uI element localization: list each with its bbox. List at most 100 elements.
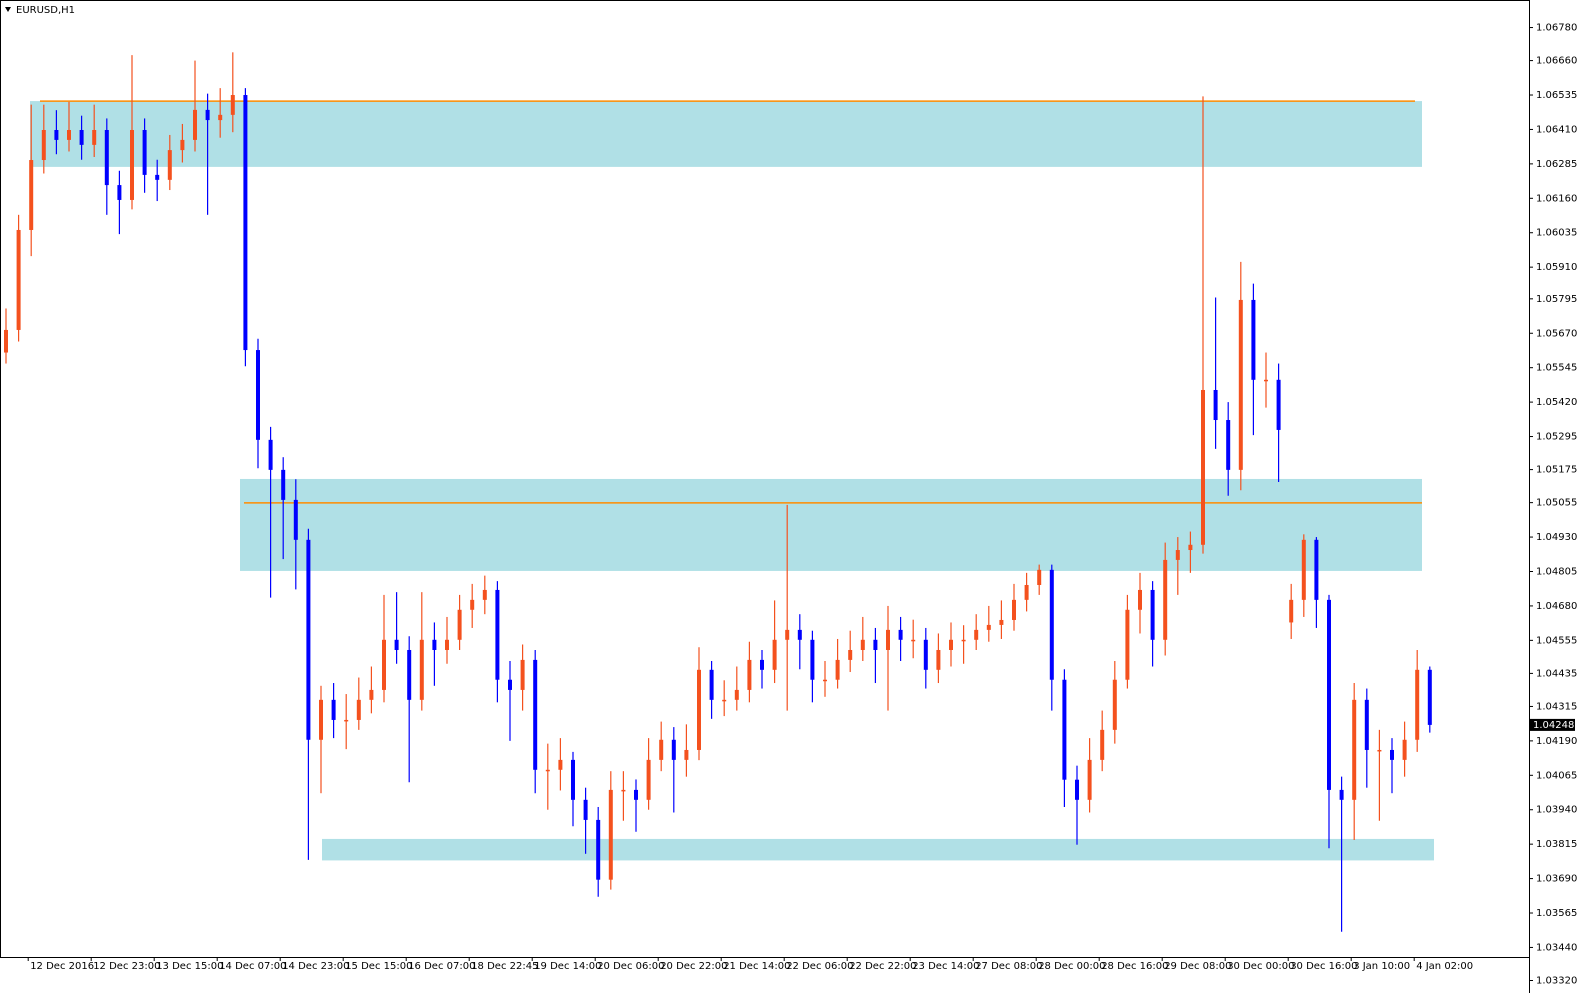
- candle-body: [1289, 599, 1294, 623]
- candle-body: [772, 639, 777, 670]
- x-tick-label: 13 Dec 15:00: [156, 961, 223, 972]
- x-tick-label: 14 Dec 23:00: [282, 961, 349, 972]
- y-tick-label: 1.06660: [1536, 56, 1577, 67]
- candle-body: [1402, 739, 1407, 760]
- candle-body: [697, 669, 701, 750]
- candle-body: [1062, 679, 1067, 780]
- candle-body: [571, 759, 575, 800]
- candle-body: [1327, 599, 1331, 790]
- x-tick-label: 22 Dec 22:00: [849, 961, 916, 972]
- zone: [240, 478, 1422, 571]
- candle-body: [785, 629, 790, 640]
- candle-body: [1238, 299, 1243, 470]
- candle-body: [1049, 569, 1054, 680]
- candle-body: [1314, 539, 1319, 600]
- candle-body: [533, 659, 538, 770]
- x-tick-label: 30 Dec 16:00: [1290, 961, 1357, 972]
- candle-body: [1150, 589, 1155, 640]
- candle-body: [1163, 559, 1168, 640]
- candle-body: [634, 789, 638, 800]
- candle-body: [54, 129, 59, 140]
- candle-body: [1427, 669, 1432, 725]
- y-tick-label: 1.04555: [1536, 635, 1577, 646]
- candle-body: [41, 129, 46, 161]
- candle-body: [1301, 539, 1306, 600]
- candle-body: [986, 624, 991, 630]
- x-tick-label: 12 Dec 23:00: [93, 961, 160, 972]
- y-tick-label: 1.05670: [1536, 328, 1577, 339]
- x-tick-label: 4 Jan 02:00: [1416, 961, 1473, 972]
- candle-body: [1100, 729, 1105, 760]
- axes: 1.06780 1.06660 1.06535 1.06410 1.06285 1.061…: [27, 0, 1577, 993]
- x-axis-strip: [0, 957, 1594, 993]
- y-tick-label: 1.03940: [1536, 805, 1577, 816]
- candle-body: [671, 739, 676, 760]
- x-tick-label: 16 Dec 07:00: [408, 961, 475, 972]
- candle-body: [319, 699, 323, 740]
- candle-body: [545, 769, 550, 772]
- candle-body: [419, 639, 424, 700]
- candle-body: [722, 699, 727, 702]
- candle-body: [1012, 599, 1016, 620]
- plot-area: [4, 52, 1434, 932]
- candle-body: [92, 129, 97, 145]
- menu-triangle[interactable]: [5, 7, 11, 12]
- candle-body: [394, 639, 399, 650]
- candle-body: [130, 129, 134, 200]
- candle-body: [999, 619, 1004, 625]
- candle-body: [1415, 669, 1420, 740]
- candle-body: [1201, 389, 1205, 545]
- candle-body: [898, 629, 903, 640]
- candle-body: [293, 499, 298, 540]
- candle-body: [1226, 420, 1231, 470]
- x-tick-label: 20 Dec 06:00: [597, 961, 664, 972]
- y-tick-label: 1.03690: [1536, 874, 1577, 885]
- candle-body: [155, 174, 160, 180]
- candle-body: [1188, 544, 1193, 551]
- candle-body: [734, 689, 739, 700]
- y-tick-label: 1.04315: [1536, 701, 1577, 712]
- y-tick-label: 1.05175: [1536, 465, 1577, 476]
- x-tick-label: 23 Dec 14:00: [912, 961, 979, 972]
- candle-body: [1125, 609, 1130, 680]
- candle-body: [520, 659, 525, 690]
- candle-body: [835, 659, 840, 680]
- candle-body: [709, 669, 714, 700]
- chart-title: EURUSD,H1: [16, 5, 75, 16]
- candle-body: [104, 129, 109, 186]
- candle-body: [445, 639, 449, 650]
- candle-body: [344, 719, 349, 722]
- y-tick-label: 1.05420: [1536, 397, 1577, 408]
- candle-body: [495, 589, 500, 680]
- candle-body: [4, 329, 8, 353]
- candle-body: [193, 109, 197, 140]
- y-tick-label: 1.04805: [1536, 566, 1577, 577]
- y-tick-label: 1.05295: [1536, 432, 1577, 443]
- candle-body: [1138, 589, 1142, 610]
- y-tick-label: 1.03815: [1536, 839, 1577, 850]
- y-tick-label: 1.06160: [1536, 193, 1577, 204]
- candle-body: [810, 639, 815, 680]
- candle-body: [243, 95, 248, 351]
- candle-body: [281, 469, 286, 500]
- y-tick-label: 1.06285: [1536, 159, 1577, 170]
- x-tick-label: 28 Dec 16:00: [1101, 961, 1168, 972]
- candle-body: [256, 350, 260, 440]
- x-tick-label: 18 Dec 22:45: [471, 961, 538, 972]
- candle-body: [470, 599, 475, 610]
- candle-body: [974, 629, 979, 640]
- y-tick-label: 1.03320: [1536, 975, 1577, 986]
- candle-body: [558, 759, 563, 770]
- candle-body: [432, 639, 437, 650]
- y-tick-label: 1.06035: [1536, 228, 1577, 239]
- candle-body: [646, 759, 651, 800]
- candle-body: [407, 649, 412, 700]
- candle-body: [848, 649, 853, 660]
- candle-body: [1213, 389, 1218, 421]
- candle-body: [1339, 789, 1344, 800]
- candle-body: [596, 819, 601, 880]
- y-tick-label: 1.06535: [1536, 90, 1577, 101]
- candle-body: [1112, 679, 1117, 730]
- x-tick-label: 15 Dec 15:00: [345, 961, 412, 972]
